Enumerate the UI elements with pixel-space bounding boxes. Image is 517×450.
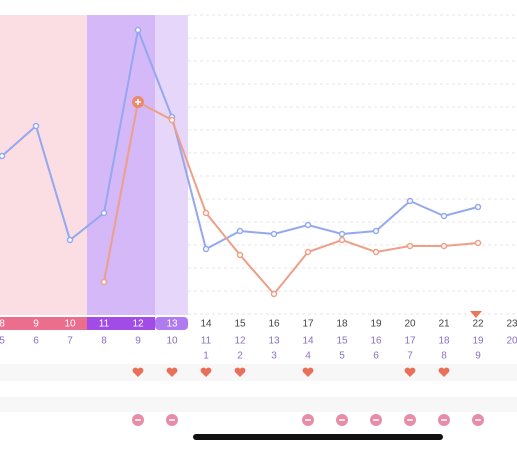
phase-day-label: 5 bbox=[339, 351, 345, 362]
day-label: 11 bbox=[99, 319, 110, 330]
point bbox=[406, 242, 414, 250]
day-label: 9 bbox=[33, 319, 39, 330]
row-band bbox=[0, 364, 517, 381]
point bbox=[338, 236, 346, 244]
point bbox=[32, 122, 40, 130]
heart-icon bbox=[404, 367, 416, 377]
period-strip bbox=[0, 317, 87, 330]
day-label: 15 bbox=[234, 319, 246, 330]
phase-day-label: 7 bbox=[407, 351, 413, 362]
point bbox=[134, 26, 142, 34]
cycle-day-label: 9 bbox=[135, 336, 141, 347]
point bbox=[0, 152, 6, 160]
fertile-strip bbox=[87, 317, 155, 330]
point bbox=[66, 236, 74, 244]
ovulation-strip bbox=[155, 317, 188, 330]
cycle-day-label: 10 bbox=[166, 336, 178, 347]
cycle-day-label: 11 bbox=[201, 336, 212, 347]
point bbox=[236, 227, 244, 235]
home-indicator bbox=[193, 434, 443, 440]
cycle-day-label: 18 bbox=[438, 336, 450, 347]
point bbox=[100, 209, 108, 217]
cycle-day-label: 7 bbox=[67, 336, 73, 347]
point bbox=[270, 230, 278, 238]
cycle-day-label: 12 bbox=[234, 336, 246, 347]
heart-icon bbox=[132, 367, 144, 377]
point bbox=[202, 209, 210, 217]
cycle-day-label: 8 bbox=[101, 336, 107, 347]
fertile-band bbox=[87, 15, 155, 315]
day-label: 22 bbox=[472, 319, 484, 330]
today-marker bbox=[470, 311, 482, 318]
point bbox=[100, 278, 108, 286]
ovulation-band bbox=[155, 15, 188, 315]
day-label: 17 bbox=[302, 319, 314, 330]
day-label: 12 bbox=[132, 319, 144, 330]
point bbox=[168, 116, 176, 124]
point bbox=[270, 290, 278, 298]
cycle-day-label: 17 bbox=[404, 336, 416, 347]
day-label: 19 bbox=[370, 319, 382, 330]
phase-day-label: 4 bbox=[305, 351, 311, 362]
point bbox=[304, 248, 312, 256]
point bbox=[474, 239, 482, 247]
phase-day-label: 2 bbox=[237, 351, 243, 362]
phase-day-label: 6 bbox=[373, 351, 379, 362]
grid bbox=[188, 14, 517, 315]
cycle-day-label: 5 bbox=[0, 336, 5, 347]
point bbox=[406, 197, 414, 205]
phase-day-label: 9 bbox=[475, 351, 481, 362]
cycle-day-label: 20 bbox=[506, 336, 517, 347]
cycle-day-label: 16 bbox=[370, 336, 382, 347]
day-label: 21 bbox=[438, 319, 450, 330]
point bbox=[236, 251, 244, 259]
point bbox=[440, 242, 448, 250]
row-band bbox=[0, 397, 517, 412]
day-label: 10 bbox=[64, 319, 76, 330]
point bbox=[372, 248, 380, 256]
day-label: 18 bbox=[336, 319, 348, 330]
series-line bbox=[103, 100, 479, 296]
heart-icon bbox=[302, 367, 314, 377]
point bbox=[440, 212, 448, 220]
day-label: 16 bbox=[268, 319, 280, 330]
day-label: 20 bbox=[404, 319, 416, 330]
point bbox=[338, 230, 346, 238]
cycle-day-label: 15 bbox=[336, 336, 348, 347]
heart-icon bbox=[166, 367, 178, 377]
heart-icon bbox=[200, 367, 212, 377]
point bbox=[474, 203, 482, 211]
phase-day-label: 1 bbox=[203, 351, 209, 362]
cycle-day-label: 14 bbox=[302, 336, 314, 347]
ovulation-plus bbox=[135, 99, 141, 105]
day-label: 23 bbox=[506, 319, 517, 330]
point bbox=[304, 221, 312, 229]
point bbox=[372, 227, 380, 235]
day-label: 14 bbox=[200, 319, 212, 330]
heart-icon bbox=[234, 367, 246, 377]
day-label: 8 bbox=[0, 319, 5, 330]
day-label: 13 bbox=[166, 319, 178, 330]
cycle-day-label: 6 bbox=[33, 336, 39, 347]
point bbox=[202, 245, 210, 253]
cycle-day-label: 19 bbox=[472, 336, 484, 347]
period-band bbox=[0, 15, 87, 315]
cycle-day-label: 13 bbox=[268, 336, 280, 347]
phase-day-label: 3 bbox=[271, 351, 277, 362]
heart-icon bbox=[438, 367, 450, 377]
phase-day-label: 8 bbox=[441, 351, 447, 362]
